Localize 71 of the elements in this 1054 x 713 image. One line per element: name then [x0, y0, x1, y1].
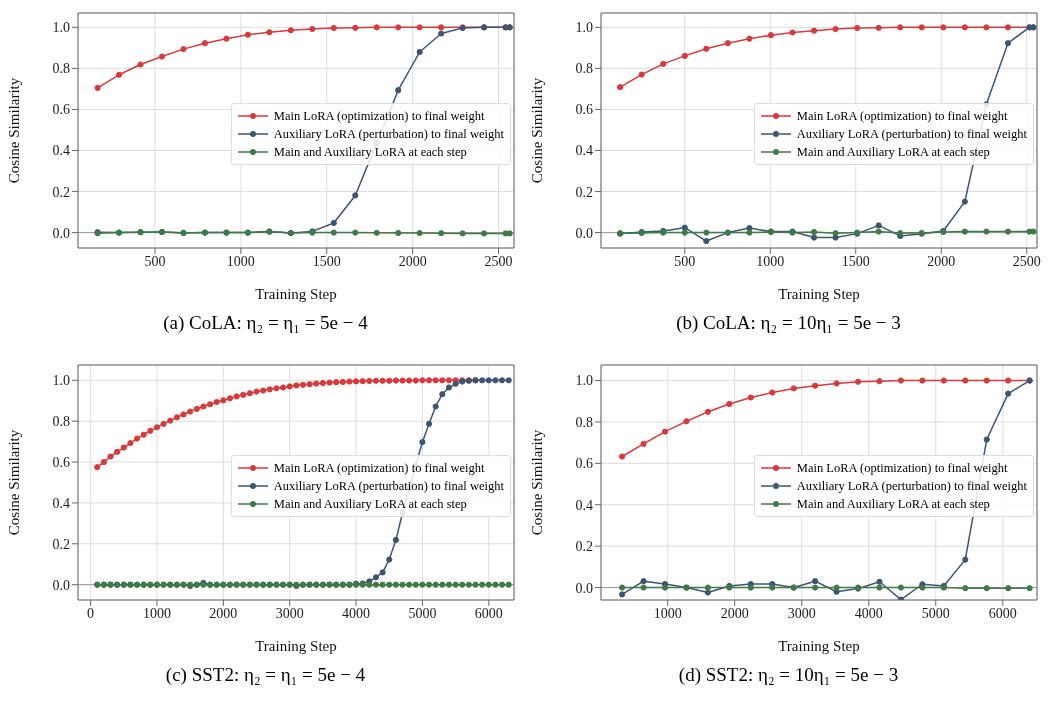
x-axis-title: Training Step: [255, 285, 337, 302]
y-tick-label: 0.6: [52, 455, 70, 471]
x-tick-label: 1000: [756, 253, 785, 269]
legend-label: Main LoRA (optimization) to final weight: [796, 108, 1008, 125]
y-tick-label: 0.8: [52, 61, 70, 77]
y-tick-label: 0.2: [575, 184, 593, 200]
y-tick-label: 0.6: [575, 102, 593, 118]
y-tick-label: 0.0: [52, 225, 70, 241]
x-axis-title: Training Step: [778, 285, 860, 302]
x-tick-label: 500: [144, 253, 166, 269]
y-tick-label: 0.4: [52, 495, 70, 511]
y-tick-label: 0.0: [52, 577, 70, 593]
x-axis-title: Training Step: [255, 637, 337, 654]
y-tick-label: 1.0: [575, 20, 593, 36]
y-tick-label: 0.8: [575, 61, 593, 77]
x-axis-title: Training Step: [778, 637, 860, 654]
x-tick-label: 3000: [275, 605, 304, 621]
text: (d) SST2: η₂ = 10η₁ = 5e − 3: [677, 664, 900, 686]
x-tick-label: 2000: [720, 605, 749, 621]
legend-label: Main and Auxiliary LoRA at each step: [273, 144, 467, 161]
y-axis-title: Cosine Similarity: [6, 429, 23, 536]
x-tick-label: 500: [674, 253, 696, 269]
y-tick-label: 0.6: [52, 102, 70, 118]
text: (b) CoLA: η₂ = 10η₁ = 5e − 3: [675, 312, 902, 334]
legend-label: Main and Auxiliary LoRA at each step: [796, 496, 990, 513]
x-tick-label: 6000: [474, 605, 503, 621]
y-tick-label: 0.4: [52, 143, 70, 159]
y-tick-label: 0.6: [575, 456, 593, 472]
x-tick-label: 1000: [142, 605, 171, 621]
y-tick-label: 0.8: [52, 414, 70, 430]
y-axis-title: Cosine Similarity: [529, 429, 546, 536]
y-tick-label: 0.0: [575, 580, 593, 596]
legend-label: Main LoRA (optimization) to final weight: [273, 460, 485, 477]
y-tick-label: 0.0: [575, 225, 593, 241]
x-tick-label: 4000: [342, 605, 371, 621]
x-tick-label: 5000: [408, 605, 437, 621]
legend-label: Main LoRA (optimization) to final weight: [796, 460, 1008, 477]
x-tick-label: 4000: [854, 605, 883, 621]
x-tick-label: 1500: [312, 253, 341, 269]
y-axis-title: Cosine Similarity: [529, 77, 546, 184]
y-tick-label: 0.8: [575, 414, 593, 430]
x-tick-label: 5000: [921, 605, 950, 621]
y-tick-label: 0.4: [575, 143, 593, 159]
y-tick-label: 0.2: [575, 539, 593, 555]
legend-label: Main LoRA (optimization) to final weight: [273, 108, 485, 125]
x-tick-label: 2000: [209, 605, 238, 621]
y-tick-label: 1.0: [52, 20, 70, 36]
y-tick-label: 0.2: [52, 536, 70, 552]
x-tick-label: 2500: [1012, 253, 1041, 269]
legend-label: Main and Auxiliary LoRA at each step: [796, 144, 990, 161]
y-tick-label: 0.2: [52, 184, 70, 200]
y-axis-title: Cosine Similarity: [6, 77, 23, 184]
x-tick-label: 1000: [226, 253, 255, 269]
x-tick-label: 6000: [988, 605, 1017, 621]
legend-label: Auxiliary LoRA (perturbation) to final weight: [273, 478, 504, 495]
x-tick-label: 3000: [787, 605, 816, 621]
x-tick-label: 0: [87, 605, 95, 621]
text: (a) CoLA: η₂ = η₁ = 5e − 4: [162, 312, 369, 334]
x-tick-label: 1500: [841, 253, 870, 269]
legend-label: Main and Auxiliary LoRA at each step: [273, 496, 467, 513]
text: (c) SST2: η₂ = η₁ = 5e − 4: [164, 664, 367, 686]
x-tick-label: 2500: [484, 253, 513, 269]
y-tick-label: 1.0: [52, 373, 70, 389]
y-tick-label: 0.4: [575, 497, 593, 513]
x-tick-label: 2000: [927, 253, 956, 269]
x-tick-label: 2000: [398, 253, 427, 269]
y-tick-label: 1.0: [575, 373, 593, 389]
legend-label: Auxiliary LoRA (perturbation) to final weight: [273, 126, 504, 143]
legend-label: Auxiliary LoRA (perturbation) to final weight: [796, 126, 1027, 143]
x-tick-label: 1000: [653, 605, 682, 621]
legend-label: Auxiliary LoRA (perturbation) to final weight: [796, 478, 1027, 495]
